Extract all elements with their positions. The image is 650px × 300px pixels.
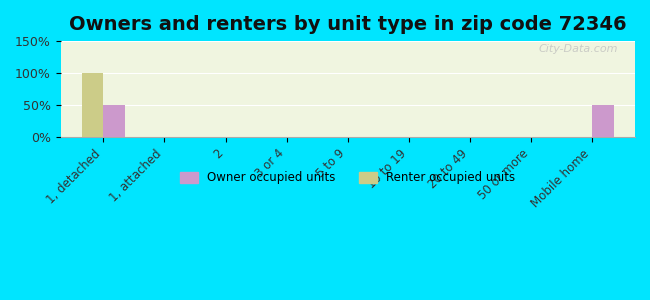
Bar — [103, 105, 125, 137]
Text: City-Data.com: City-Data.com — [538, 44, 617, 54]
Title: Owners and renters by unit type in zip code 72346: Owners and renters by unit type in zip c… — [69, 15, 627, 34]
Legend: Owner occupied units, Renter occupied units: Owner occupied units, Renter occupied un… — [176, 167, 520, 189]
Bar — [592, 105, 614, 137]
Bar — [82, 73, 103, 137]
